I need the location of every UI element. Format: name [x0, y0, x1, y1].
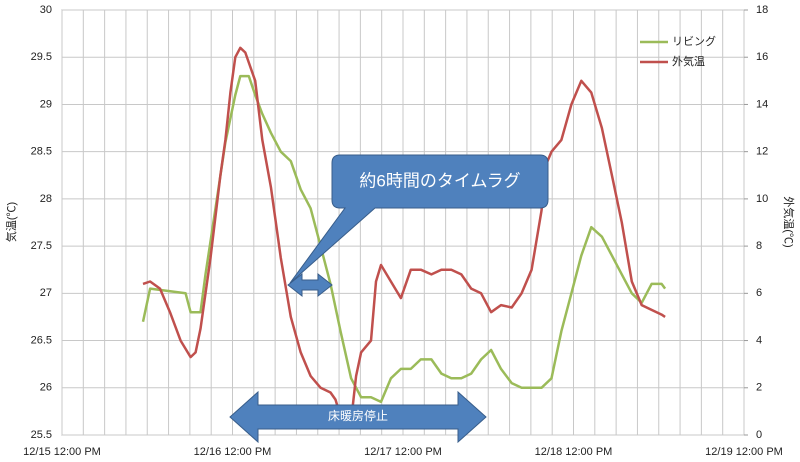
y2-tick-label: 14: [756, 98, 768, 110]
y-tick-label: 28.5: [31, 146, 52, 158]
y2-tick-label: 18: [756, 4, 768, 16]
y2-tick-label: 2: [756, 382, 762, 394]
x-tick-label: 12/19 12:00 PM: [705, 446, 783, 458]
lag-arrow: [287, 272, 333, 298]
stop-text: 床暖房停止: [328, 408, 388, 423]
series-line: [141, 74, 667, 404]
x-tick-label: 12/16 12:00 PM: [194, 446, 272, 458]
series-line: [142, 46, 666, 423]
y-axis-label: 気温(℃): [4, 202, 18, 242]
y-tick-label: 26: [40, 382, 52, 394]
y2-tick-label: 12: [756, 146, 768, 158]
x-tick-label: 12/15 12:00 PM: [23, 446, 101, 458]
legend-label: 外気温: [672, 54, 705, 68]
y2-tick-label: 4: [756, 334, 762, 346]
legend-label: リビング: [672, 34, 716, 48]
y2-tick-label: 0: [756, 429, 762, 441]
y2-axis-label: 外気温(℃): [782, 196, 796, 247]
y2-tick-label: 16: [756, 51, 768, 63]
x-tick-label: 12/18 12:00 PM: [535, 446, 613, 458]
y-tick-label: 26.5: [31, 334, 52, 346]
x-tick-label: 12/17 12:00 PM: [364, 446, 442, 458]
callout: [289, 154, 549, 284]
y-tick-label: 25.5: [31, 429, 52, 441]
callout-text: 約6時間のタイムラグ: [359, 171, 520, 190]
y-tick-label: 27.5: [31, 240, 52, 252]
y-tick-label: 29: [40, 98, 52, 110]
y2-tick-label: 10: [756, 193, 768, 205]
y2-tick-label: 6: [756, 287, 762, 299]
y-tick-label: 27: [40, 287, 52, 299]
y2-tick-label: 8: [756, 240, 762, 252]
stop-arrow: [229, 390, 487, 444]
y-tick-label: 29.5: [31, 51, 52, 63]
y-tick-label: 28: [40, 193, 52, 205]
y-tick-label: 30: [40, 4, 52, 16]
